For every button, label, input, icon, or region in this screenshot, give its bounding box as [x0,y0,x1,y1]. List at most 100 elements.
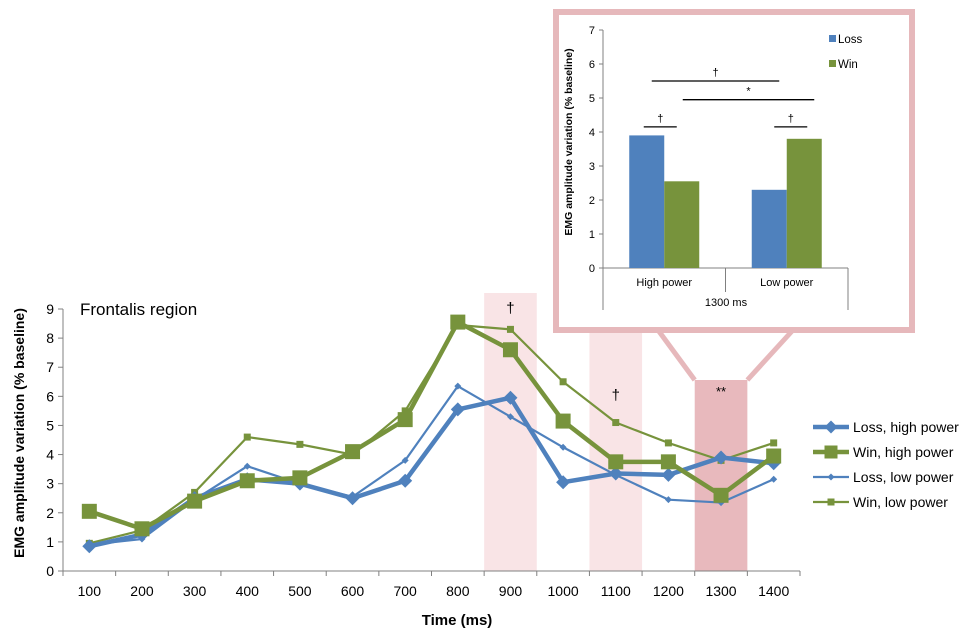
inset-x-axis-label: 1300 ms [705,297,748,309]
inset-y-tick-label-2: 2 [589,195,595,207]
x-tick-label-700: 700 [393,583,417,599]
x-tick-label-800: 800 [446,583,470,599]
point-win-high-power-600 [345,444,361,460]
inset-legend: Loss Win [829,34,863,71]
point-loss-low-power-900 [506,413,514,421]
inset-callout [655,328,795,382]
point-win-low-power-1000 [559,378,567,386]
x-tick-label-1400: 1400 [758,583,789,599]
bar-low-power-win [786,138,822,268]
inset-significance: † † † * [643,67,815,128]
sig-low-power-label: † [788,113,794,125]
highlight-band-1100 [589,293,643,571]
x-tick-label-100: 100 [78,583,102,599]
x-tick-label-500: 500 [288,583,312,599]
inset-legend-swatch-win [829,60,836,67]
y-tick-label-9: 9 [46,301,54,317]
main-y-axis-label: EMG amplitude variation (% baseline) [11,308,27,558]
legend-label-loss-high-power: Loss, high power [853,419,959,435]
point-loss-high-power-1100 [608,466,623,481]
significance-label-1100: † [612,387,620,404]
legend-label-win-low-power: Win, low power [853,494,948,510]
x-tick-label-900: 900 [499,583,523,599]
point-loss-low-power-1000 [559,443,567,451]
legend-swatch-marker [824,420,838,434]
y-tick-label-5: 5 [46,417,54,433]
inset-y-axis-label: EMG amplitude variation (% baseline) [563,48,575,235]
legend-item-loss-high-power: Loss, high power [813,419,959,435]
callout-right-edge [745,328,795,382]
x-tick-label-1000: 1000 [548,583,579,599]
inset-y-tick-label-6: 6 [589,59,595,71]
point-win-high-power-400 [239,473,255,489]
point-loss-low-power-400 [243,462,251,470]
y-tick-label-8: 8 [46,330,54,346]
sig-win-across-power-label: * [746,86,751,98]
main-chart-title: Frontalis region [80,300,197,319]
point-win-high-power-300 [187,493,203,509]
point-win-low-power-900 [506,325,514,333]
legend-label-loss-low-power: Loss, low power [853,469,954,485]
main-legend: Loss, high power Win, high power Loss, low… [813,419,959,510]
x-tick-label-1100: 1100 [601,583,631,599]
point-win-low-power-1200 [664,439,672,447]
point-win-high-power-1100 [608,454,624,470]
significance-label-1300: ** [716,384,726,399]
y-tick-label-6: 6 [46,388,54,404]
y-tick-label-2: 2 [46,505,54,521]
x-tick-label-300: 300 [183,583,207,599]
inset-legend-label-loss: Loss [838,34,863,46]
point-loss-high-power-1300 [714,450,729,465]
legend-swatch-marker [824,445,838,459]
y-tick-label-3: 3 [46,476,54,492]
point-win-high-power-1400 [766,448,782,464]
point-win-high-power-1000 [555,413,571,429]
legend-item-win-low-power: Win, low power [813,494,948,510]
inset-legend-item-loss: Loss [829,34,863,46]
bar-high-power-win [664,181,700,268]
point-win-high-power-500 [292,470,308,486]
inset-y-tick-label-4: 4 [589,127,595,139]
point-win-high-power-700 [397,412,413,428]
point-loss-low-power-700 [401,456,409,464]
y-tick-label-4: 4 [46,447,54,463]
x-tick-label-1200: 1200 [653,583,684,599]
series-win-high-power [81,314,782,537]
callout-left-edge [655,328,697,382]
highlight-band-900 [484,293,537,571]
inset-legend-swatch-loss [829,35,836,42]
point-win-low-power-1400 [770,439,778,447]
inset-legend-item-win: Win [829,59,858,71]
point-win-high-power-900 [502,342,518,358]
sig-loss-across-power-label: † [712,67,718,79]
inset-category-label-high-power: High power [636,277,692,289]
x-tick-label-600: 600 [341,583,365,599]
point-win-high-power-800 [450,314,466,330]
inset-y-tick-label-0: 0 [589,263,595,275]
point-loss-low-power-800 [454,382,462,390]
series-line-win-low-power [89,323,775,545]
point-win-low-power-500 [296,440,304,448]
series-loss-high-power [82,390,781,554]
x-tick-label-200: 200 [130,583,154,599]
main-x-axis-label: Time (ms) [422,612,493,629]
bar-low-power-loss [751,189,787,268]
callout-fill [658,330,793,380]
legend-item-loss-low-power: Loss, low power [813,469,954,485]
point-loss-low-power-1200 [664,496,672,504]
significance-label-900: † [506,300,514,317]
point-loss-high-power-1200 [661,467,676,482]
point-loss-high-power-900 [503,390,518,405]
legend-label-win-high-power: Win, high power [853,444,954,460]
point-loss-high-power-600 [345,491,360,506]
series-line-loss-high-power [88,395,774,549]
legend-item-win-high-power: Win, high power [813,444,954,460]
point-win-low-power-400 [243,433,251,441]
inset-legend-label-win: Win [838,59,858,71]
inset-category-label-low-power: Low power [760,277,814,289]
point-win-low-power-1100 [612,419,620,427]
inset-y-tick-label-3: 3 [589,161,595,173]
point-loss-low-power-1400 [770,475,778,483]
